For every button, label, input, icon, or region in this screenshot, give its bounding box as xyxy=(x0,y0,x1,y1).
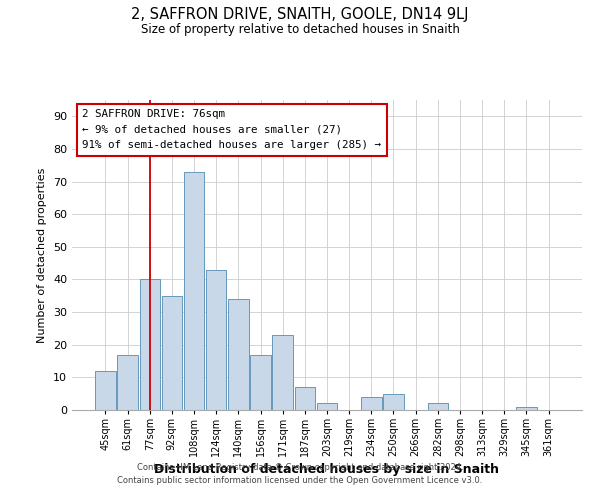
Text: 2, SAFFRON DRIVE, SNAITH, GOOLE, DN14 9LJ: 2, SAFFRON DRIVE, SNAITH, GOOLE, DN14 9L… xyxy=(131,8,469,22)
Text: Size of property relative to detached houses in Snaith: Size of property relative to detached ho… xyxy=(140,22,460,36)
Bar xyxy=(516,406,536,410)
Bar xyxy=(95,371,116,410)
Bar xyxy=(161,296,182,410)
Bar xyxy=(383,394,404,410)
Text: Contains public sector information licensed under the Open Government Licence v3: Contains public sector information licen… xyxy=(118,476,482,485)
Text: 2 SAFFRON DRIVE: 76sqm
← 9% of detached houses are smaller (27)
91% of semi-deta: 2 SAFFRON DRIVE: 76sqm ← 9% of detached … xyxy=(82,110,381,150)
Y-axis label: Number of detached properties: Number of detached properties xyxy=(37,168,47,342)
Text: Contains HM Land Registry data © Crown copyright and database right 2024.: Contains HM Land Registry data © Crown c… xyxy=(137,464,463,472)
Bar xyxy=(295,387,315,410)
Bar xyxy=(118,354,138,410)
Bar xyxy=(184,172,204,410)
X-axis label: Distribution of detached houses by size in Snaith: Distribution of detached houses by size … xyxy=(155,464,499,476)
Bar xyxy=(228,299,248,410)
Bar xyxy=(206,270,226,410)
Bar xyxy=(250,354,271,410)
Bar xyxy=(317,404,337,410)
Bar xyxy=(140,280,160,410)
Bar xyxy=(272,335,293,410)
Bar xyxy=(428,404,448,410)
Bar xyxy=(361,397,382,410)
